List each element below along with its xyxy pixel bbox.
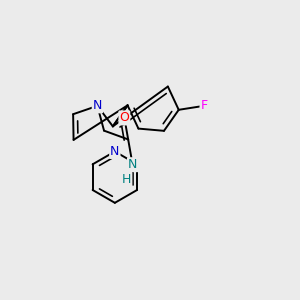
Text: H: H bbox=[122, 173, 131, 186]
Text: O: O bbox=[119, 111, 129, 124]
Text: N: N bbox=[110, 145, 119, 158]
Text: N: N bbox=[128, 158, 137, 171]
Text: N: N bbox=[93, 99, 102, 112]
Text: F: F bbox=[200, 99, 208, 112]
